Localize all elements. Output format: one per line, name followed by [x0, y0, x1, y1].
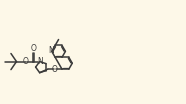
Text: N: N — [37, 57, 43, 66]
Text: N: N — [48, 46, 54, 55]
Text: O: O — [52, 65, 58, 74]
Text: O: O — [23, 57, 29, 66]
Text: O: O — [30, 43, 36, 53]
